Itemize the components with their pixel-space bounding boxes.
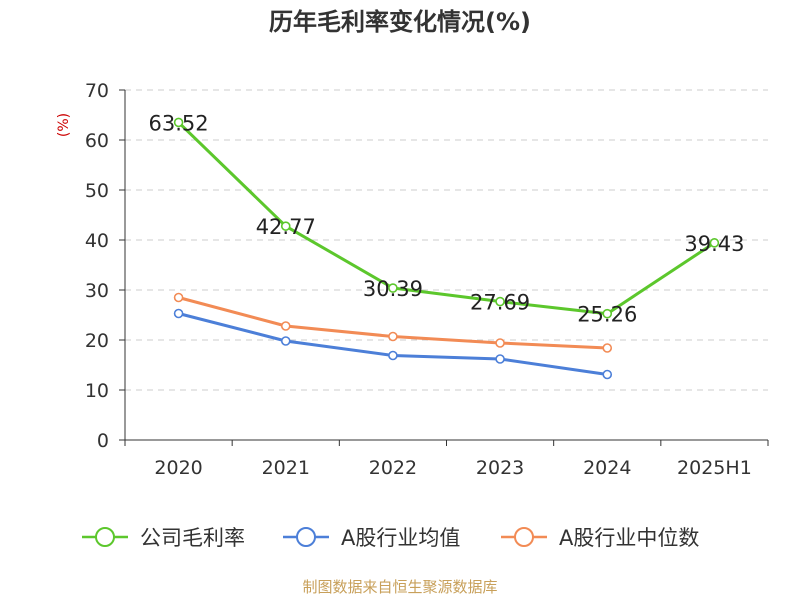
- data-point: [388, 350, 398, 361]
- data-point: [388, 283, 398, 293]
- data-point: [602, 308, 613, 319]
- data-point: [709, 238, 720, 248]
- legend-marker-icon: [296, 527, 316, 547]
- legend-marker-icon: [95, 527, 115, 547]
- data-point: [602, 369, 613, 380]
- data-label: 27.69: [470, 291, 530, 315]
- data-point: [280, 336, 291, 346]
- series-line-0: [177, 121, 716, 316]
- data-point: [495, 338, 505, 348]
- data-point: [388, 331, 398, 342]
- data-label: 63.52: [149, 111, 209, 135]
- series-lines: [173, 117, 720, 380]
- y-tick-label: 0: [97, 430, 109, 452]
- x-tick-label: 2021: [262, 457, 310, 479]
- legend-label: A股行业中位数: [559, 526, 699, 550]
- grid-lines: [125, 89, 768, 391]
- data-label: 39.43: [684, 232, 744, 256]
- data-source-note: 制图数据来自恒生聚源数据库: [302, 578, 498, 596]
- y-tick-label: 60: [85, 130, 109, 152]
- data-point: [495, 296, 505, 307]
- y-axis-label: (%): [56, 113, 72, 137]
- data-point: [173, 292, 184, 303]
- legend-label: A股行业均值: [341, 526, 460, 550]
- data-point: [495, 354, 505, 364]
- y-tick-label: 10: [85, 380, 109, 402]
- x-tick-label: 2025H1: [677, 457, 752, 479]
- x-tick-label: 2024: [583, 457, 631, 479]
- y-tick-label: 50: [85, 180, 109, 202]
- data-point: [173, 308, 184, 319]
- data-label: 25.26: [577, 303, 637, 327]
- x-tick-label: 2022: [369, 457, 417, 479]
- data-point: [602, 343, 613, 353]
- data-labels: 63.52 42.77 30.39 27.69 25.26 39.43: [149, 111, 745, 326]
- y-tick-label: 40: [85, 230, 109, 252]
- x-tick-label: 2023: [476, 457, 524, 479]
- data-point: [280, 321, 291, 331]
- data-point: [280, 221, 291, 231]
- y-tick-label: 30: [85, 280, 109, 302]
- y-tick-label: 70: [85, 80, 109, 102]
- chart-title: 历年毛利率变化情况(%): [269, 8, 531, 36]
- x-tick-label: 2020: [154, 457, 202, 479]
- legend-label: 公司毛利率: [140, 526, 245, 550]
- data-label: 42.77: [256, 215, 316, 239]
- legend-marker-icon: [514, 527, 534, 547]
- axes: 0 10 20 30 40 50 60 70 2020 2021 2022 2023 2024 2025H…: [56, 80, 769, 479]
- data-point: [173, 117, 184, 128]
- y-tick-label: 20: [85, 330, 109, 352]
- data-label: 30.39: [363, 277, 423, 301]
- legend[interactable]: 公司毛利率 A股行业均值 A股行业中位数: [82, 526, 699, 550]
